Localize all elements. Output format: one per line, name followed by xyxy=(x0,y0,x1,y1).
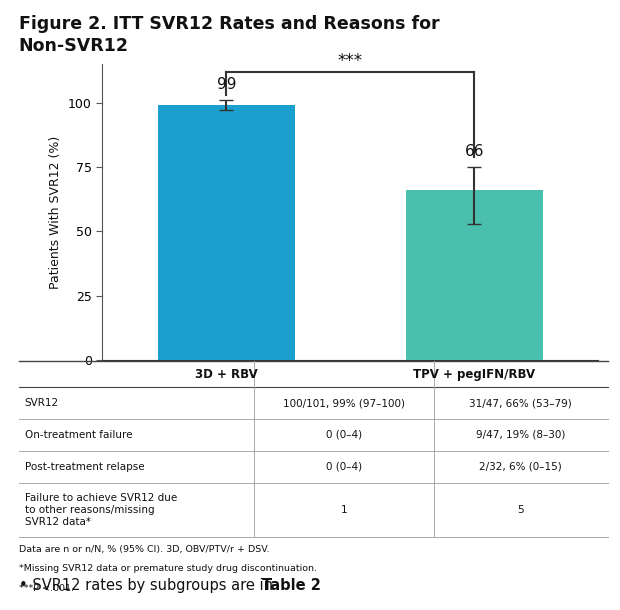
Text: 100/101, 99% (97–100): 100/101, 99% (97–100) xyxy=(283,398,405,408)
Text: ***P <.001.: ***P <.001. xyxy=(19,584,74,593)
Text: SVR12: SVR12 xyxy=(25,398,59,408)
Text: 31/47, 66% (53–79): 31/47, 66% (53–79) xyxy=(469,398,572,408)
Text: 9/47, 19% (8–30): 9/47, 19% (8–30) xyxy=(476,430,565,440)
Text: Figure 2. ITT SVR12 Rates and Reasons for: Figure 2. ITT SVR12 Rates and Reasons fo… xyxy=(19,15,439,34)
Text: Data are n or n/N, % (95% CI). 3D, OBV/PTV/r + DSV.: Data are n or n/N, % (95% CI). 3D, OBV/P… xyxy=(19,545,269,554)
Bar xyxy=(406,190,542,360)
Text: 3D + RBV: 3D + RBV xyxy=(195,368,258,381)
Y-axis label: Patients With SVR12 (%): Patients With SVR12 (%) xyxy=(50,135,63,289)
Text: 1: 1 xyxy=(341,505,347,515)
Text: 5: 5 xyxy=(518,505,524,515)
Text: • SVR12 rates by subgroups are in: • SVR12 rates by subgroups are in xyxy=(19,578,277,593)
Text: 66: 66 xyxy=(464,144,484,159)
Text: ***: *** xyxy=(338,52,363,71)
Text: 0 (0–4): 0 (0–4) xyxy=(326,430,362,440)
Text: Post-treatment relapse: Post-treatment relapse xyxy=(25,462,144,472)
Text: 2/32, 6% (0–15): 2/32, 6% (0–15) xyxy=(479,462,562,472)
Text: Failure to achieve SVR12 due
to other reasons/missing
SVR12 data*: Failure to achieve SVR12 due to other re… xyxy=(25,492,177,528)
Bar xyxy=(158,105,294,360)
Text: TPV + pegIFN/RBV: TPV + pegIFN/RBV xyxy=(414,368,535,381)
Text: Table 2: Table 2 xyxy=(262,578,321,593)
Text: *Missing SVR12 data or premature study drug discontinuation.: *Missing SVR12 data or premature study d… xyxy=(19,564,317,573)
Text: On-treatment failure: On-treatment failure xyxy=(25,430,132,440)
Text: 99: 99 xyxy=(216,77,236,92)
Text: 0 (0–4): 0 (0–4) xyxy=(326,462,362,472)
Text: Non-SVR12: Non-SVR12 xyxy=(19,37,128,55)
